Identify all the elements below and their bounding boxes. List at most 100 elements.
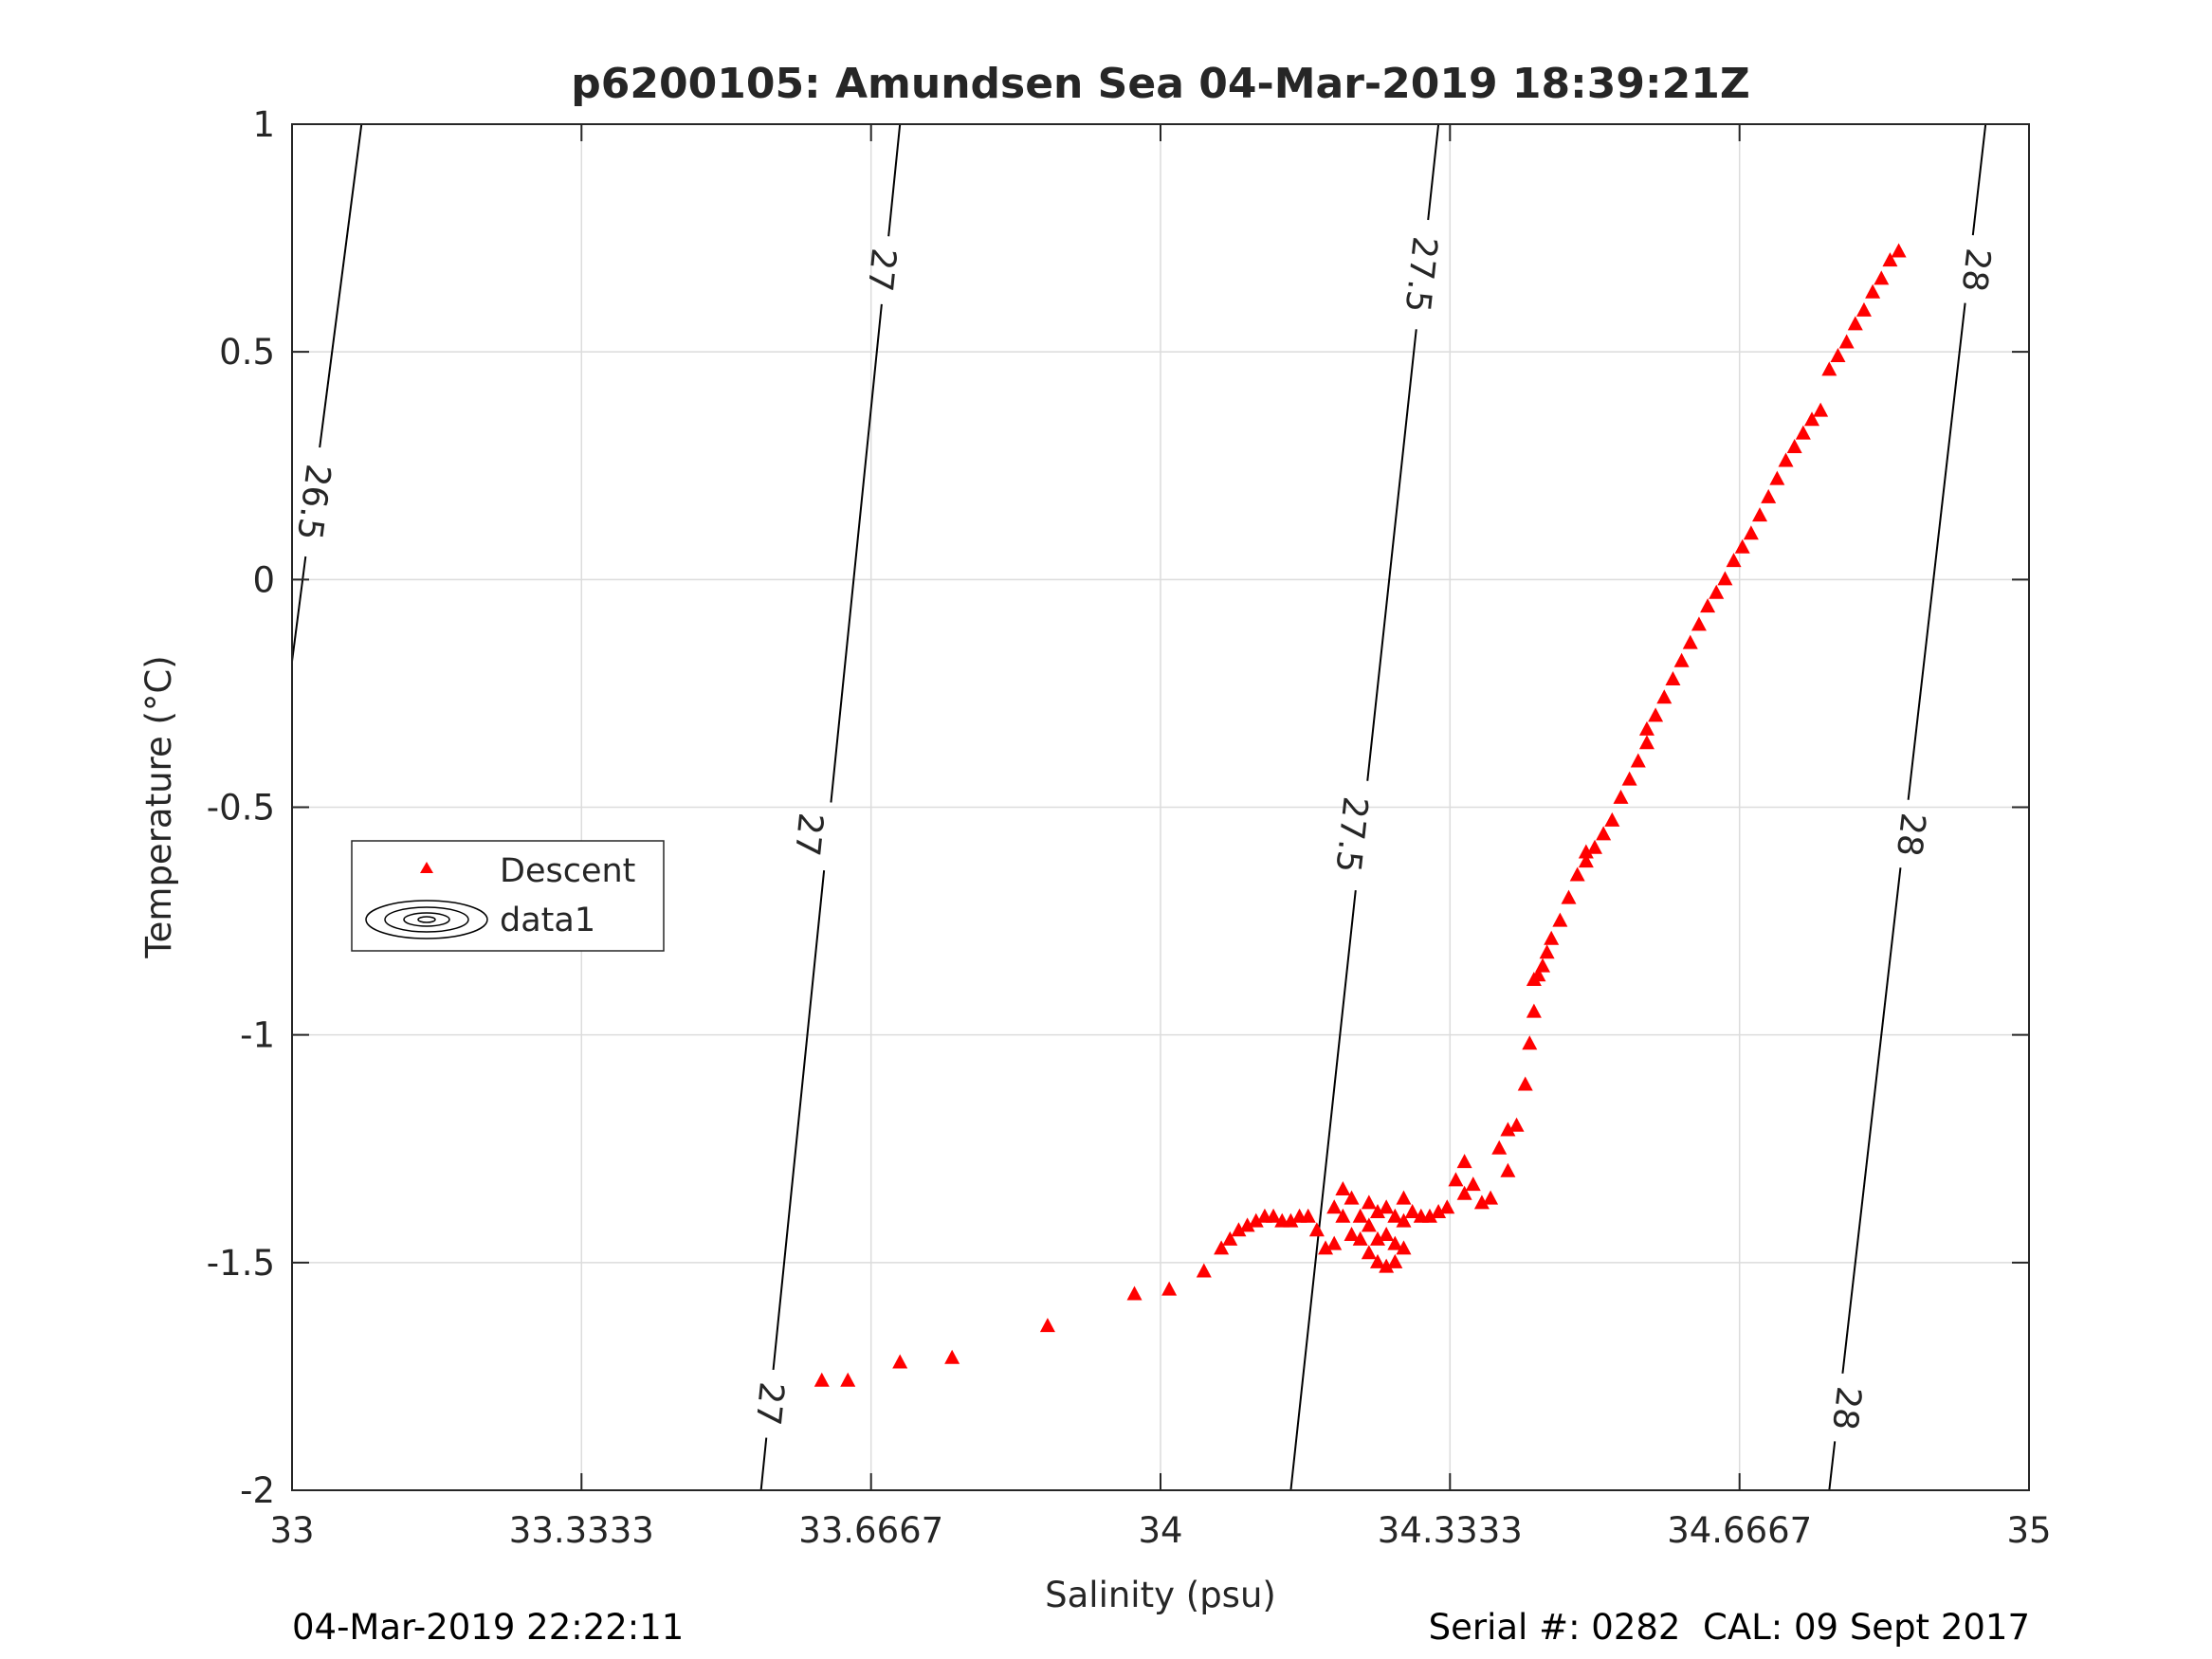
descent-point — [1439, 1199, 1455, 1214]
descent-point — [1318, 1240, 1334, 1255]
x-tick-label: 34.3333 — [1378, 1510, 1523, 1551]
descent-point — [1370, 1231, 1385, 1246]
descent-point — [1891, 243, 1907, 258]
descent-point — [1396, 1240, 1412, 1255]
descent-point — [1335, 1180, 1351, 1195]
y-tick-label: 1 — [252, 104, 275, 145]
x-axis-label: Salinity (psu) — [1045, 1575, 1276, 1615]
descent-point — [1239, 1217, 1255, 1232]
descent-point — [1682, 634, 1698, 649]
y-tick-label: -1.5 — [207, 1243, 275, 1284]
descent-point — [1569, 866, 1585, 882]
descent-point — [1500, 1121, 1516, 1137]
descent-point — [1308, 1222, 1325, 1237]
x-tick-label: 33.3333 — [509, 1510, 654, 1551]
descent-point — [1604, 811, 1620, 827]
descent-point — [1465, 1176, 1481, 1192]
descent-point — [1874, 270, 1890, 285]
descent-point — [1578, 853, 1594, 868]
contour-line — [319, 123, 363, 448]
descent-point — [1596, 826, 1612, 841]
x-tick-label: 33.6667 — [798, 1510, 943, 1551]
descent-point — [1778, 452, 1794, 467]
footer-serial-calibration: Serial #: 0282 CAL: 09 Sept 2017 — [1428, 1607, 2030, 1648]
descent-point — [1456, 1185, 1472, 1200]
descent-point — [1352, 1231, 1368, 1246]
x-tick-label: 34.6667 — [1667, 1510, 1812, 1551]
descent-point — [1300, 1208, 1316, 1223]
descent-point — [1456, 1154, 1472, 1169]
descent-point — [1856, 301, 1872, 317]
descent-point — [1578, 844, 1594, 859]
descent-point — [1821, 361, 1837, 376]
descent-point — [1222, 1231, 1238, 1246]
legend-triangle-icon — [420, 862, 433, 873]
descent-point — [1448, 1172, 1464, 1187]
descent-point — [1561, 889, 1577, 904]
descent-point — [1638, 735, 1654, 750]
descent-point — [1638, 720, 1654, 736]
descent-point — [1266, 1208, 1282, 1223]
descent-point — [1535, 957, 1551, 973]
descent-point — [1621, 771, 1637, 786]
contour-line — [830, 303, 883, 803]
descent-point — [1431, 1203, 1447, 1218]
descent-point — [1126, 1285, 1143, 1301]
descent-point — [1552, 912, 1568, 927]
density-contours: 26.5 27 27 27 27.5 27.5 28 28 28 — [289, 123, 1998, 1491]
descent-point — [1248, 1212, 1264, 1228]
contour-label: 28 — [1889, 811, 1932, 858]
descent-point — [1161, 1281, 1178, 1296]
descent-point — [1734, 538, 1750, 554]
descent-point — [1761, 488, 1777, 503]
descent-point — [1196, 1263, 1212, 1278]
legend-contour-icon — [365, 900, 488, 939]
descent-point — [1370, 1203, 1385, 1218]
descent-point — [1483, 1190, 1499, 1205]
descent-point — [1544, 930, 1560, 945]
x-tick-label: 34 — [1138, 1510, 1182, 1551]
descent-point — [1404, 1203, 1420, 1218]
descent-point — [1421, 1208, 1437, 1223]
contour-line — [1427, 123, 1440, 221]
descent-point — [814, 1372, 830, 1387]
descent-point — [1882, 252, 1898, 267]
contour-line — [1971, 123, 1987, 236]
contour-label: 27 — [748, 1380, 791, 1428]
contour-label: 26.5 — [289, 462, 338, 542]
y-tick-label: -2 — [240, 1470, 275, 1511]
grid-lines — [292, 124, 2029, 1490]
y-tick-label: -0.5 — [207, 788, 275, 829]
descent-point — [840, 1372, 856, 1387]
legend-entry-data1: data1 — [500, 902, 595, 939]
contour-line — [759, 1437, 768, 1491]
descent-point — [1352, 1208, 1368, 1223]
descent-point — [1726, 553, 1742, 568]
descent-point — [1539, 944, 1555, 959]
descent-point — [1648, 707, 1664, 722]
contour-line — [1841, 867, 1902, 1374]
contour-line — [1907, 302, 1966, 800]
descent-point — [944, 1349, 960, 1364]
y-tick-label: -1 — [240, 1015, 275, 1056]
contour-label: 27 — [860, 246, 903, 294]
descent-point — [1283, 1212, 1299, 1228]
descent-point — [1656, 689, 1673, 704]
descent-point — [1665, 671, 1681, 686]
descent-point — [1508, 1117, 1525, 1132]
descent-point — [1752, 507, 1768, 522]
descent-point — [1326, 1235, 1343, 1250]
descent-point — [1387, 1208, 1403, 1223]
legend: Descent data1 — [351, 840, 665, 952]
footer-timestamp: 04-Mar-2019 22:22:11 — [292, 1607, 685, 1648]
descent-point — [1838, 334, 1855, 349]
descent-point — [1344, 1190, 1360, 1205]
descent-point — [1786, 439, 1802, 454]
x-tick-label: 33 — [269, 1510, 314, 1551]
descent-point — [1804, 411, 1819, 427]
descent-point — [1214, 1240, 1230, 1255]
descent-point — [1387, 1253, 1403, 1268]
descent-point — [1587, 839, 1602, 854]
y-axis-label: Temperature (°C) — [138, 655, 179, 958]
